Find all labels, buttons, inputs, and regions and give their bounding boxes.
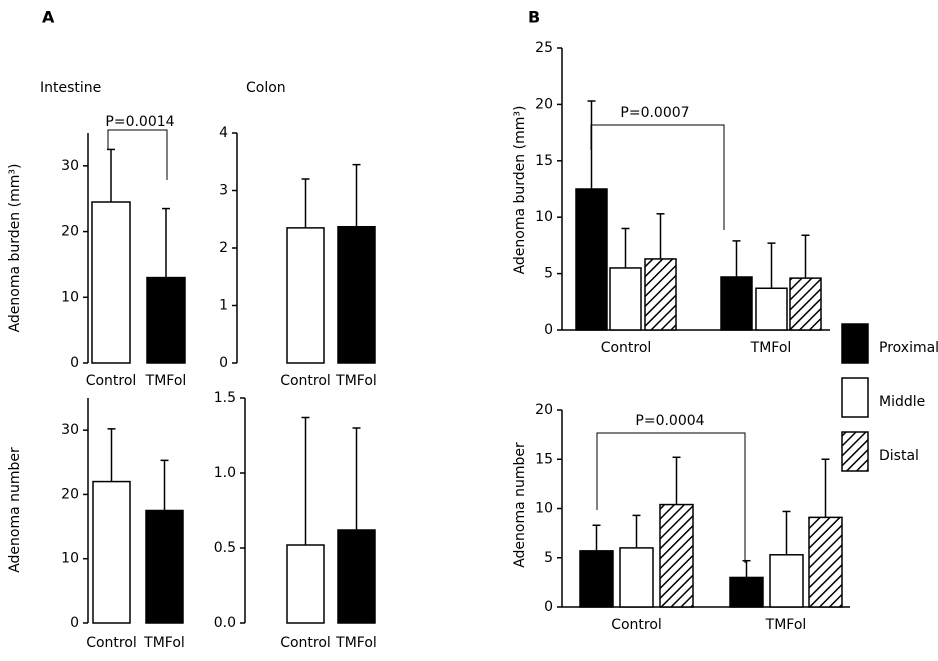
y-tick-label: 25	[535, 40, 553, 56]
bar	[579, 550, 614, 608]
x-tick-label: TMFol	[750, 340, 792, 356]
y-tick-label: 0.5	[214, 540, 236, 556]
bar	[789, 277, 822, 331]
significance-bracket	[596, 432, 746, 563]
y-tick-label: 1	[219, 298, 228, 314]
bar	[755, 287, 788, 331]
y-tick-label: 10	[61, 289, 79, 305]
bar	[729, 576, 764, 608]
significance-bracket	[590, 124, 725, 230]
y-tick-label: 4	[219, 125, 228, 141]
x-tick-label: TMFol	[335, 635, 377, 651]
bar	[286, 227, 325, 364]
bar	[644, 258, 677, 331]
x-tick-label: Control	[86, 373, 137, 389]
y-tick-label: 15	[535, 451, 553, 467]
bar	[91, 201, 131, 364]
y-tick-label: 1.0	[214, 465, 236, 481]
x-tick-label: TMFol	[143, 635, 185, 651]
y-axis-label: Adenoma burden (mm³)	[512, 106, 528, 275]
y-tick-label: 10	[61, 551, 79, 567]
y-tick-label: 20	[535, 402, 553, 418]
x-tick-label: TMFol	[765, 617, 807, 633]
bar	[808, 516, 843, 608]
p-value: P=0.0014	[105, 114, 174, 130]
y-tick-label: 0	[544, 599, 553, 615]
y-tick-label: 20	[535, 96, 553, 112]
y-tick-label: 0	[70, 355, 79, 371]
y-tick-label: 30	[61, 422, 79, 438]
panel-label: A	[42, 8, 55, 27]
legend-swatch	[841, 377, 869, 418]
p-value: P=0.0004	[635, 413, 704, 429]
bar	[337, 529, 376, 624]
y-tick-label: 15	[535, 153, 553, 169]
legend-swatch	[841, 323, 869, 364]
bar	[659, 503, 694, 608]
y-tick-label: 10	[535, 501, 553, 517]
y-tick-label: 0.0	[214, 615, 236, 631]
x-tick-label: TMFol	[335, 373, 377, 389]
panel-title: Colon	[246, 80, 286, 96]
x-tick-label: Control	[280, 373, 331, 389]
x-tick-label: TMFol	[145, 373, 187, 389]
panel-label: B	[528, 8, 540, 27]
x-tick-label: Control	[86, 635, 137, 651]
y-tick-label: 0	[70, 615, 79, 631]
y-tick-label: 10	[535, 209, 553, 225]
y-tick-label: 1.5	[214, 390, 236, 406]
y-tick-label: 20	[61, 224, 79, 240]
bar	[286, 544, 325, 624]
y-tick-label: 30	[61, 158, 79, 174]
bar	[575, 188, 608, 331]
bar	[146, 276, 186, 364]
y-axis-label: Adenoma number	[512, 442, 528, 568]
y-tick-label: 2	[219, 240, 228, 256]
significance-bracket	[107, 129, 168, 180]
x-tick-label: Control	[611, 617, 662, 633]
bar	[609, 267, 642, 331]
p-value: P=0.0007	[620, 105, 689, 121]
bar	[619, 547, 654, 608]
x-tick-label: Control	[601, 340, 652, 356]
legend-label: Proximal	[879, 340, 938, 356]
y-tick-label: 20	[61, 486, 79, 502]
legend-swatch	[841, 431, 869, 472]
bar	[769, 554, 804, 608]
bar	[145, 509, 184, 624]
y-axis-label: Adenoma number	[7, 447, 23, 573]
bar	[720, 276, 753, 331]
x-tick-label: Control	[280, 635, 331, 651]
legend-label: Middle	[879, 394, 925, 410]
y-tick-label: 5	[544, 266, 553, 282]
y-tick-label: 5	[544, 550, 553, 566]
y-tick-label: 3	[219, 183, 228, 199]
y-tick-label: 0	[219, 355, 228, 371]
y-axis-label: Adenoma burden (mm³)	[7, 164, 23, 333]
bar	[92, 480, 131, 624]
legend-label: Distal	[879, 448, 919, 464]
panel-title: Intestine	[40, 80, 101, 96]
y-tick-label: 0	[544, 322, 553, 338]
bar	[337, 225, 376, 364]
